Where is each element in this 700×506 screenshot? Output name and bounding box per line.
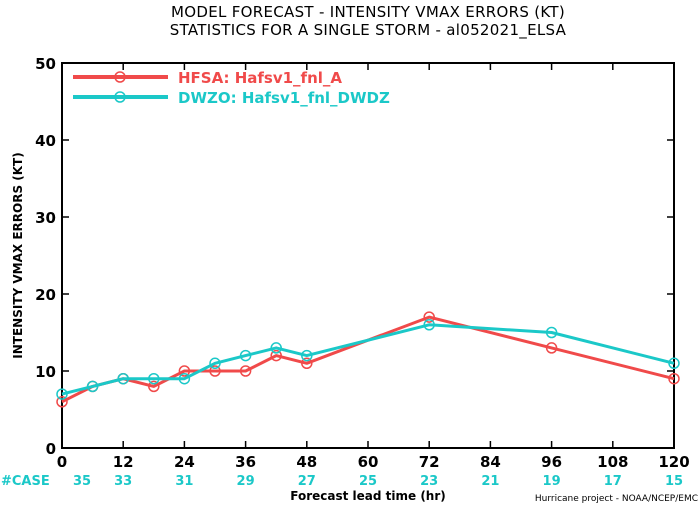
data-point-0 [56, 396, 68, 408]
x-tick-label: 48 [296, 453, 317, 471]
credit-text: Hurricane project - NOAA/NCEP/EMC [535, 494, 698, 504]
case-count: 27 [298, 474, 316, 489]
data-point-1 [148, 372, 160, 385]
chart-title: MODEL FORECAST - INTENSITY VMAX ERRORS (… [171, 3, 565, 21]
data-point-0 [545, 342, 558, 354]
data-point-1 [270, 342, 282, 354]
y-tick-label: 10 [35, 363, 56, 381]
legend-marker-1 [114, 91, 126, 103]
data-point-1 [668, 357, 680, 370]
legend: HFSA: Hafsv1_fnl_A DWZO: Hafsv1_fnl_DWDZ [73, 69, 390, 107]
case-count: 23 [420, 474, 438, 489]
data-point-1 [178, 372, 191, 385]
case-count: 17 [604, 474, 622, 489]
y-tick-label: 40 [35, 132, 56, 150]
legend-marker-0 [114, 71, 126, 83]
case-count: 25 [359, 474, 377, 489]
series-layer [56, 311, 680, 408]
data-point-1 [239, 349, 252, 362]
x-tick-label: 72 [419, 453, 440, 471]
case-count: 15 [665, 474, 683, 489]
data-point-0 [209, 365, 221, 377]
x-tick-label: 60 [358, 453, 379, 471]
case-label: #CASE [1, 474, 50, 489]
x-tick-label: 0 [57, 453, 67, 471]
case-count: 35 [73, 474, 91, 489]
x-axis: 0 12 24 36 48 60 72 84 96 108 120 [57, 63, 690, 471]
y-tick-label: 0 [46, 440, 56, 458]
chart-subtitle: STATISTICS FOR A SINGLE STORM - al052021… [170, 21, 567, 40]
case-count-row: #CASE 35 33 31 29 27 25 23 21 19 17 15 [1, 474, 683, 489]
x-tick-label: 84 [480, 453, 501, 471]
x-tick-label: 36 [235, 453, 256, 471]
data-point-0 [301, 357, 313, 370]
data-point-0 [148, 380, 160, 393]
data-point-0 [668, 372, 680, 385]
data-point-1 [86, 380, 99, 393]
legend-entry-1: DWZO: Hafsv1_fnl_DWDZ [178, 89, 390, 107]
y-tick-label: 20 [35, 286, 56, 304]
data-point-0 [239, 365, 252, 377]
x-tick-label: 120 [658, 453, 689, 471]
x-axis-label: Forecast lead time (hr) [290, 489, 446, 503]
data-point-1 [56, 388, 68, 400]
x-tick-label: 24 [174, 453, 195, 471]
data-point-1 [209, 357, 221, 370]
y-axis-label: INTENSITY VMAX ERRORS (KT) [11, 152, 25, 358]
data-point-0 [423, 311, 435, 323]
data-point-1 [117, 372, 129, 385]
data-point-0 [270, 349, 282, 362]
x-tick-label: 108 [597, 453, 628, 471]
case-count: 33 [114, 474, 132, 489]
y-tick-label: 50 [35, 55, 56, 73]
plot-frame [61, 62, 675, 449]
data-point-0 [178, 365, 191, 377]
y-tick-label: 30 [35, 209, 56, 227]
data-point-1 [423, 319, 435, 331]
case-count: 31 [175, 474, 193, 489]
legend-entry-0: HFSA: Hafsv1_fnl_A [178, 69, 342, 87]
series-line-0 [61, 315, 675, 404]
y-axis: 0 10 20 30 40 50 [35, 55, 674, 458]
case-count: 29 [237, 474, 255, 489]
x-tick-label: 12 [113, 453, 134, 471]
case-count: 19 [543, 474, 561, 489]
data-point-1 [545, 326, 558, 339]
x-tick-label: 96 [541, 453, 562, 471]
case-count: 21 [481, 474, 499, 489]
data-point-1 [301, 349, 313, 362]
